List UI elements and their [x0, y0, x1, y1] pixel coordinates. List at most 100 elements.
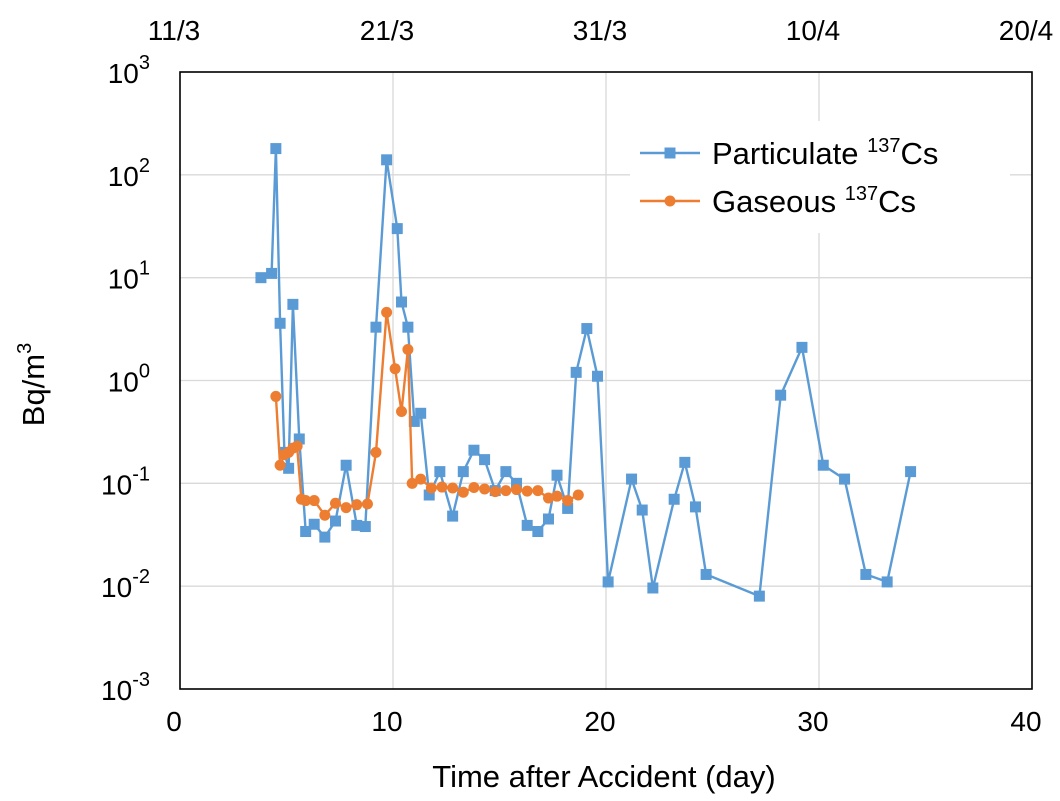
data-point [905, 466, 917, 478]
data-point [408, 415, 420, 427]
data-point [381, 154, 393, 166]
series-1 [270, 306, 584, 521]
data-point [370, 446, 382, 458]
data-point [436, 481, 448, 493]
data-point [668, 493, 680, 505]
data-point [562, 502, 574, 514]
data-point [679, 456, 691, 468]
data-point [415, 407, 427, 419]
data-point [468, 444, 480, 456]
data-point [274, 317, 286, 329]
data-point [308, 518, 320, 530]
data-point [511, 484, 523, 496]
y-tick-label: 102 [108, 155, 150, 192]
legend-label: Particulate 137Cs [712, 135, 938, 171]
x-axis-title: Time after Accident (day) [432, 759, 775, 794]
x-tick-label: 30 [797, 706, 828, 737]
y-tick-label: 101 [108, 258, 150, 295]
data-point [391, 223, 403, 235]
data-point [521, 519, 533, 531]
data-point [270, 143, 282, 155]
data-point [423, 489, 435, 501]
data-point [551, 490, 563, 502]
data-point [329, 515, 341, 527]
data-point [447, 510, 459, 522]
data-point [562, 495, 574, 507]
data-point [602, 576, 614, 588]
data-point [396, 405, 408, 417]
data-point [551, 469, 563, 481]
data-point [626, 473, 638, 485]
data-point [402, 344, 414, 356]
data-point [319, 509, 331, 521]
data-point [389, 363, 401, 375]
x-tick-label: 40 [1010, 706, 1041, 737]
data-point [570, 366, 582, 378]
data-point [287, 298, 299, 310]
top-date-label: 10/4 [786, 15, 841, 46]
data-point [359, 521, 371, 533]
data-point [532, 485, 544, 497]
data-point [542, 513, 554, 525]
data-point [591, 370, 603, 382]
data-point [381, 306, 393, 318]
data-point [817, 459, 829, 471]
x-tick-label: 0 [166, 706, 182, 737]
legend-item: Particulate 137Cs [640, 135, 938, 171]
data-point [351, 499, 363, 511]
data-point [500, 485, 512, 497]
data-point [340, 502, 352, 514]
data-point [511, 477, 523, 489]
data-point [406, 477, 418, 489]
data-point [319, 531, 331, 543]
data-point [283, 462, 295, 474]
data-point [700, 568, 712, 580]
data-point [329, 497, 341, 509]
x-tick-label: 10 [371, 706, 402, 737]
data-point [308, 495, 320, 507]
data-point [468, 482, 480, 494]
data-point [447, 482, 459, 494]
data-point [274, 459, 286, 471]
data-point [500, 466, 512, 478]
top-date-label: 11/3 [148, 15, 200, 46]
data-point [293, 433, 305, 445]
data-point [457, 486, 469, 498]
data-point [434, 466, 446, 478]
data-point [636, 504, 648, 516]
data-point [542, 492, 554, 504]
plot-frame [179, 71, 1033, 690]
y-tick-label: 10-1 [101, 463, 150, 500]
data-point [370, 321, 382, 333]
data-point [839, 473, 851, 485]
data-point [255, 272, 267, 284]
data-point [689, 501, 701, 513]
data-point [340, 459, 352, 471]
data-point [647, 582, 659, 594]
top-date-label: 21/3 [360, 15, 415, 46]
top-date-label: 20/4 [999, 15, 1054, 46]
data-point [860, 568, 872, 580]
data-point [479, 454, 491, 466]
y-tick-label: 10-3 [101, 669, 150, 706]
data-point [457, 466, 469, 478]
legend-marker [664, 147, 676, 159]
legend-item: Gaseous 137Cs [640, 183, 916, 219]
y-tick-label: 100 [108, 361, 150, 398]
data-point [300, 495, 312, 507]
data-point [396, 296, 408, 308]
axis-labels: 10-3 10-2 10-1 100 101 102 103 0 10 20 30 40 11/3 21/… [14, 15, 1053, 794]
data-point [796, 341, 808, 353]
data-point [581, 323, 593, 335]
x-tick-label: 20 [584, 706, 615, 737]
y-axis-title: Bq/m3 [14, 343, 51, 426]
data-point [489, 486, 501, 498]
data-point [479, 483, 491, 495]
legend-label: Gaseous 137Cs [712, 183, 916, 219]
data-point [775, 389, 787, 401]
legend: Particulate 137Cs Gaseous 137Cs [630, 121, 1010, 233]
data-point [351, 519, 363, 531]
data-point [270, 390, 282, 402]
legend-marker [664, 195, 676, 207]
